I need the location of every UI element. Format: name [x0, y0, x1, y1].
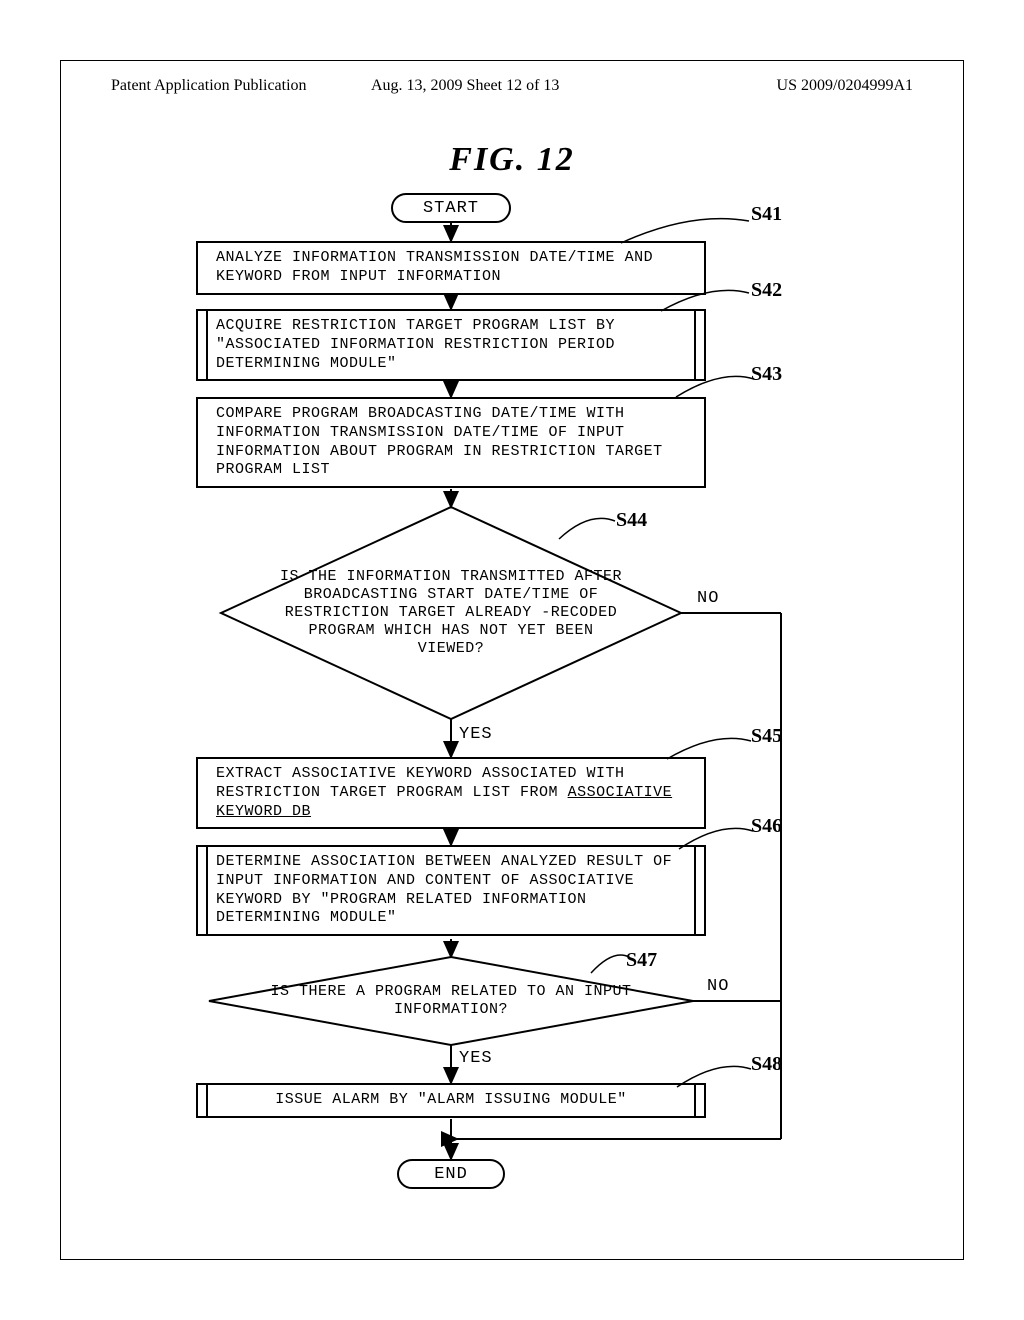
- header-right-text: US 2009/0204999A1: [777, 77, 913, 95]
- process-s42-text: ACQUIRE RESTRICTION TARGET PROGRAM LIST …: [216, 317, 615, 372]
- step-label-s45: S45: [751, 725, 782, 748]
- start-label: START: [423, 199, 479, 218]
- process-s41: ANALYZE INFORMATION TRANSMISSION DATE/TI…: [196, 241, 706, 295]
- header-mid-text: Aug. 13, 2009 Sheet 12 of 13: [371, 77, 559, 95]
- leader-s43: [676, 375, 756, 401]
- process-s45-text-a: EXTRACT ASSOCIATIVE KEYWORD ASSOCIATED W…: [216, 765, 625, 801]
- process-s45: EXTRACT ASSOCIATIVE KEYWORD ASSOCIATED W…: [196, 757, 706, 829]
- end-terminator: END: [397, 1159, 505, 1189]
- process-s43: COMPARE PROGRAM BROADCASTING DATE/TIME W…: [196, 397, 706, 488]
- page-frame: Patent Application Publication Aug. 13, …: [60, 60, 964, 1260]
- process-s46: DETERMINE ASSOCIATION BETWEEN ANALYZED R…: [196, 845, 706, 936]
- end-label: END: [434, 1165, 468, 1184]
- decision-s44-text: IS THE INFORMATION TRANSMITTED AFTER BRO…: [221, 568, 681, 658]
- start-terminator: START: [391, 193, 511, 223]
- decision-s47-text: IS THERE A PROGRAM RELATED TO AN INPUT I…: [209, 983, 693, 1019]
- leader-s41: [621, 217, 751, 247]
- leader-s42: [661, 289, 751, 317]
- step-label-s46: S46: [751, 815, 782, 838]
- leader-s48: [677, 1065, 753, 1091]
- s44-yes-label: YES: [459, 725, 493, 744]
- process-s48-text: ISSUE ALARM BY "ALARM ISSUING MODULE": [275, 1091, 627, 1108]
- step-label-s48: S48: [751, 1053, 782, 1076]
- process-s41-text: ANALYZE INFORMATION TRANSMISSION DATE/TI…: [216, 249, 653, 285]
- leader-s47: [591, 953, 631, 977]
- process-s46-text: DETERMINE ASSOCIATION BETWEEN ANALYZED R…: [216, 853, 672, 926]
- s44-no-label: NO: [697, 589, 719, 608]
- leader-s44: [559, 517, 617, 543]
- process-s43-text: COMPARE PROGRAM BROADCASTING DATE/TIME W…: [216, 405, 663, 478]
- process-s48: ISSUE ALARM BY "ALARM ISSUING MODULE": [196, 1083, 706, 1118]
- s47-yes-label: YES: [459, 1049, 493, 1068]
- figure-title: FIG. 12: [61, 141, 963, 179]
- step-label-s41: S41: [751, 203, 782, 226]
- flowchart-canvas: START ANALYZE INFORMATION TRANSMISSION D…: [61, 191, 963, 1259]
- process-s42: ACQUIRE RESTRICTION TARGET PROGRAM LIST …: [196, 309, 706, 381]
- header-left-text: Patent Application Publication: [111, 77, 307, 95]
- leader-s45: [667, 737, 753, 763]
- step-label-s44: S44: [616, 509, 647, 532]
- step-label-s42: S42: [751, 279, 782, 302]
- s47-no-label: NO: [707, 977, 729, 996]
- leader-s46: [679, 827, 755, 853]
